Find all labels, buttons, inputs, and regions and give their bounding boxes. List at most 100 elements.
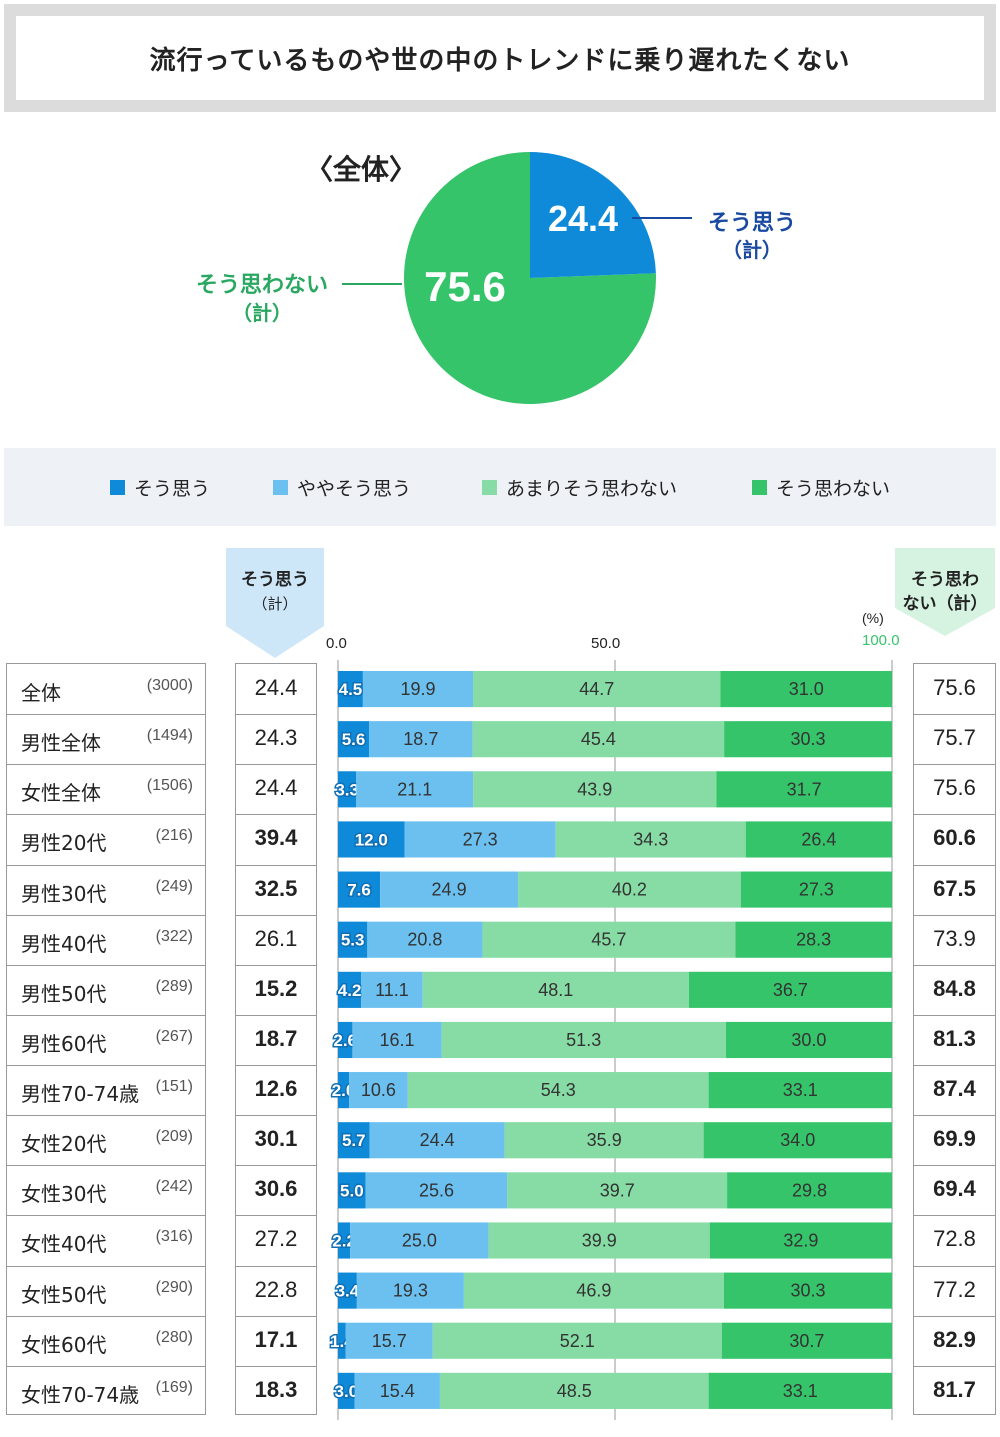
row-divider <box>914 1165 995 1167</box>
bar-segment-0 <box>338 1122 370 1159</box>
bar-label-1: 18.7 <box>403 729 438 749</box>
bar-label-0: 1.4 <box>330 1332 354 1351</box>
pie-heading: 〈全体〉 <box>305 153 418 186</box>
bar-label-3: 28.3 <box>796 930 831 950</box>
axis-tick-0: 0.0 <box>326 635 347 652</box>
bar-segment-1 <box>361 971 423 1008</box>
row-divider <box>236 1065 316 1067</box>
row-divider <box>236 714 316 716</box>
row-divider <box>236 1265 316 1267</box>
bar-segment-2 <box>439 1372 709 1409</box>
axis-tick-100: 100.0 <box>862 632 900 649</box>
bar-segment-1 <box>356 1272 464 1309</box>
bar-label-3: 30.7 <box>789 1331 824 1351</box>
row-divider <box>914 814 995 816</box>
chart-title: 流行っているものや世の中のトレンドに乗り遅れたくない <box>149 45 851 76</box>
bar-segment-1 <box>404 821 556 858</box>
bar-label-2: 52.1 <box>560 1331 595 1351</box>
bar-segment-0 <box>338 1372 355 1409</box>
bar-segment-2 <box>422 971 689 1008</box>
bar-label-0: 5.3 <box>341 931 365 950</box>
legend: そう思う ややそう思う あまりそう思わない そう思わない <box>4 448 996 526</box>
row-divider <box>7 1215 205 1217</box>
bar-label-0: 2.0 <box>332 1081 356 1100</box>
header-disagree-total: そう思わ ない（計） <box>895 548 995 636</box>
row-divider <box>7 1165 205 1167</box>
bar-segment-2 <box>441 1021 726 1059</box>
bar-segment-1 <box>349 1072 408 1109</box>
percent-unit: (%) <box>862 610 884 626</box>
bar-label-2: 54.3 <box>541 1080 576 1100</box>
bar-label-0: 5.6 <box>342 730 366 749</box>
category-sample-size: (169) <box>155 1378 193 1396</box>
bar-segment-2 <box>407 1072 709 1109</box>
bar-label-2: 51.3 <box>566 1030 601 1050</box>
category-column: 全体 (3000) 男性全体 (1494) 女性全体 (1506) 男性20代 (216) 男性… <box>6 663 206 1415</box>
bar-segment-2 <box>473 671 721 708</box>
bar-label-3: 27.3 <box>799 880 834 900</box>
row-divider <box>914 1315 995 1317</box>
bar-segment-1 <box>369 721 473 758</box>
row-divider <box>236 1014 316 1016</box>
pie-disagree-label: そう思わない <box>196 273 328 298</box>
row-divider <box>236 964 316 966</box>
bar-segment-3 <box>709 1222 892 1259</box>
bar-label-2: 45.7 <box>591 930 626 950</box>
bar-label-1: 15.7 <box>372 1331 407 1351</box>
row-divider <box>914 964 995 966</box>
bar-label-0: 4.2 <box>338 981 362 1000</box>
row-divider <box>7 964 205 966</box>
bar-label-3: 36.7 <box>773 980 808 1000</box>
category-label: 男性50代 <box>21 981 107 1006</box>
bar-segment-0 <box>338 771 357 808</box>
bar-segment-3 <box>688 971 892 1008</box>
row-divider <box>7 1014 205 1016</box>
bar-label-3: 31.0 <box>789 679 824 699</box>
bar-segment-0 <box>338 821 405 858</box>
bar-label-2: 35.9 <box>587 1130 622 1150</box>
disagree-total-value: 72.8 <box>933 1226 976 1252</box>
row-divider <box>7 714 205 716</box>
legend-swatch-agree <box>110 479 125 495</box>
bar-label-1: 11.1 <box>375 980 409 1000</box>
category-sample-size: (1494) <box>146 727 193 745</box>
category-label: 女性70-74歳 <box>21 1382 140 1407</box>
bar-segment-0 <box>338 1272 357 1309</box>
bar-label-2: 46.9 <box>576 1281 611 1301</box>
category-label: 女性60代 <box>21 1332 107 1357</box>
bar-segment-3 <box>724 721 892 758</box>
legend-item-agree: そう思う <box>110 448 210 526</box>
legend-item-disagree: そう思わない <box>752 448 890 526</box>
row-divider <box>914 764 995 766</box>
bar-label-3: 29.8 <box>792 1180 827 1200</box>
header-agree-total: そう思う （計） <box>226 548 324 658</box>
disagree-total-value: 69.4 <box>933 1176 976 1202</box>
bar-label-3: 30.3 <box>790 1281 825 1301</box>
agree-total-value: 30.6 <box>254 1176 298 1202</box>
bar-segment-2 <box>518 871 741 908</box>
category-label: 男性70-74歳 <box>21 1082 140 1107</box>
bar-label-2: 40.2 <box>612 880 647 900</box>
category-sample-size: (216) <box>155 827 193 845</box>
row-divider <box>914 1014 995 1016</box>
bar-label-1: 19.9 <box>400 679 435 699</box>
bar-segment-2 <box>504 1122 704 1159</box>
bar-label-2: 48.1 <box>538 980 573 1000</box>
disagree-total-value: 81.3 <box>933 1025 976 1051</box>
agree-total-value: 22.8 <box>254 1276 298 1302</box>
row-divider <box>914 1065 995 1067</box>
bar-segment-0 <box>338 1172 366 1209</box>
category-label: 男性60代 <box>21 1031 107 1056</box>
disagree-total-value: 69.9 <box>933 1126 976 1152</box>
bar-label-0: 2.6 <box>333 1031 357 1050</box>
bar-label-2: 45.4 <box>581 729 616 749</box>
legend-swatch-disagree <box>752 479 767 495</box>
legend-swatch-somewhat-agree <box>273 479 288 495</box>
disagree-total-value: 81.7 <box>933 1376 976 1402</box>
bar-label-1: 25.6 <box>419 1180 454 1200</box>
bar-label-2: 44.7 <box>579 679 614 699</box>
bar-segment-1 <box>380 871 519 908</box>
category-sample-size: (209) <box>155 1128 193 1146</box>
row-divider <box>236 764 316 766</box>
agree-total-value: 39.4 <box>254 825 298 851</box>
